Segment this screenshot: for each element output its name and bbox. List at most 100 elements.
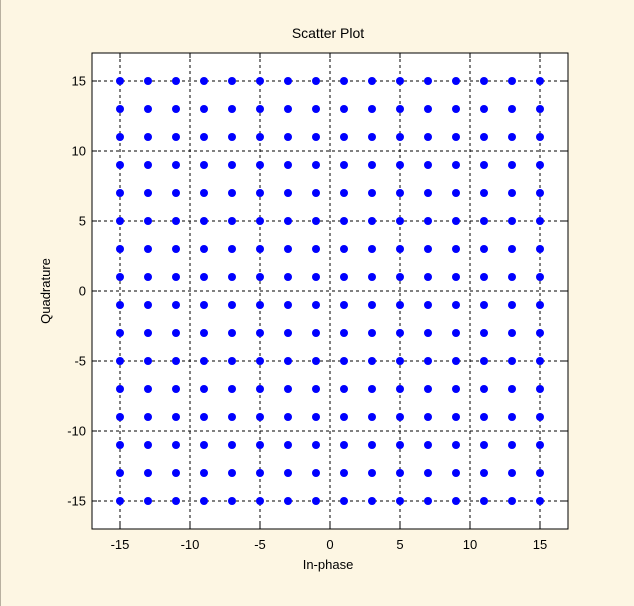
data-point (368, 133, 376, 141)
data-point (480, 189, 488, 197)
data-point (200, 329, 208, 337)
data-point (284, 273, 292, 281)
data-point (536, 441, 544, 449)
data-point (340, 161, 348, 169)
data-point (172, 217, 180, 225)
data-point (396, 161, 404, 169)
data-point (368, 469, 376, 477)
data-point (144, 161, 152, 169)
data-point (116, 329, 124, 337)
data-point (256, 133, 264, 141)
data-point (424, 217, 432, 225)
data-point (340, 245, 348, 253)
data-point (172, 77, 180, 85)
data-point (116, 441, 124, 449)
data-point (424, 441, 432, 449)
data-point (256, 441, 264, 449)
data-point (508, 189, 516, 197)
data-point (116, 413, 124, 421)
data-point (228, 189, 236, 197)
data-point (396, 441, 404, 449)
data-point (172, 497, 180, 505)
data-point (340, 357, 348, 365)
data-point (368, 329, 376, 337)
data-point (256, 357, 264, 365)
data-point (200, 301, 208, 309)
data-point (312, 385, 320, 393)
data-point (116, 385, 124, 393)
data-point (172, 245, 180, 253)
data-point (368, 105, 376, 113)
data-point (424, 469, 432, 477)
data-point (284, 161, 292, 169)
data-point (284, 441, 292, 449)
data-point (340, 441, 348, 449)
data-point (144, 441, 152, 449)
data-point (368, 441, 376, 449)
data-point (536, 385, 544, 393)
data-point (228, 441, 236, 449)
data-point (340, 413, 348, 421)
x-tick-label: -10 (181, 537, 200, 552)
data-point (256, 329, 264, 337)
data-point (340, 301, 348, 309)
data-point (200, 161, 208, 169)
data-point (312, 161, 320, 169)
data-point (144, 469, 152, 477)
data-point (312, 357, 320, 365)
data-point (256, 385, 264, 393)
data-point (144, 497, 152, 505)
data-point (536, 469, 544, 477)
data-point (480, 77, 488, 85)
y-axis-label: Quadrature (38, 258, 53, 324)
data-point (452, 301, 460, 309)
data-point (536, 273, 544, 281)
data-point (424, 301, 432, 309)
data-point (480, 441, 488, 449)
data-point (536, 189, 544, 197)
data-point (228, 329, 236, 337)
data-point (424, 329, 432, 337)
data-point (452, 273, 460, 281)
grid-lines (92, 53, 568, 529)
data-point (256, 301, 264, 309)
data-point (172, 441, 180, 449)
data-point (368, 161, 376, 169)
data-point (424, 273, 432, 281)
data-point (368, 245, 376, 253)
data-point (508, 441, 516, 449)
data-point (284, 189, 292, 197)
y-tick-label: 5 (79, 214, 86, 229)
data-point (144, 385, 152, 393)
data-point (200, 385, 208, 393)
y-tick-label: 10 (72, 144, 86, 159)
data-point (452, 189, 460, 197)
data-point (200, 245, 208, 253)
data-point (452, 77, 460, 85)
data-point (396, 413, 404, 421)
data-point (480, 217, 488, 225)
data-point (228, 161, 236, 169)
data-point (508, 497, 516, 505)
data-point (144, 217, 152, 225)
data-point (340, 189, 348, 197)
data-point (396, 301, 404, 309)
data-point (312, 413, 320, 421)
data-point (256, 161, 264, 169)
data-point (312, 189, 320, 197)
data-point (340, 329, 348, 337)
data-point (312, 273, 320, 281)
data-point (144, 301, 152, 309)
data-point (284, 245, 292, 253)
data-point (480, 245, 488, 253)
data-point (228, 301, 236, 309)
data-point (508, 245, 516, 253)
data-point (312, 329, 320, 337)
data-point (172, 357, 180, 365)
data-point (480, 161, 488, 169)
data-point (200, 133, 208, 141)
data-point (396, 245, 404, 253)
data-point (480, 133, 488, 141)
data-point (284, 413, 292, 421)
data-point (480, 273, 488, 281)
